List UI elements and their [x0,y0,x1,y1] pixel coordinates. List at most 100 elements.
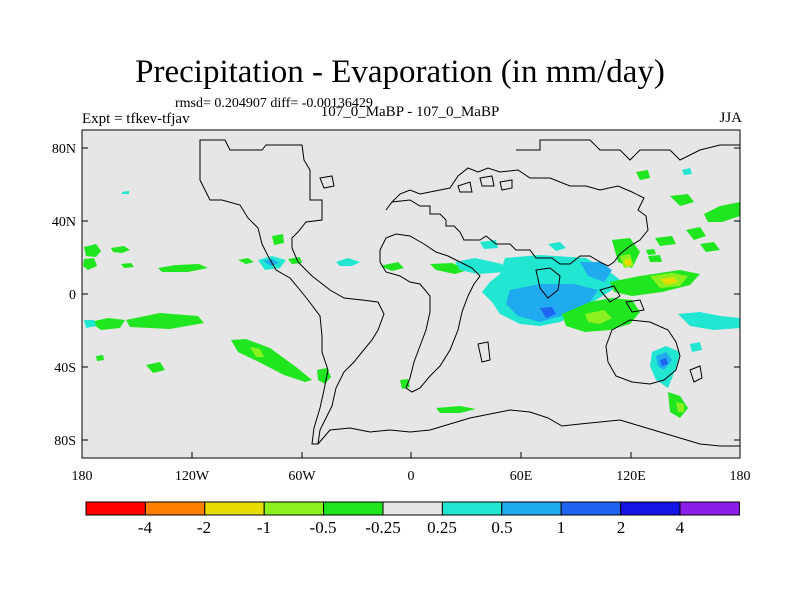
coastline-islands-ne [457,175,513,193]
contour-blob [158,264,208,272]
contour-blob [624,259,632,266]
contour-blob [272,234,284,245]
contour-blob [655,236,676,246]
contour-blob [146,362,165,373]
contour-blob [690,342,702,352]
x-tick-label: 180 [730,469,751,484]
contour-blob [96,355,104,361]
colorbar-box [263,501,325,516]
contour-blob [660,277,678,285]
season-label: JJA [719,110,742,126]
x-tick-labels: 180 120W 60W 0 60E 120E 180 [72,469,751,484]
coastline-eurasia [385,167,649,267]
contour-blob [686,227,706,240]
contour-blob [430,263,468,274]
colorbar-labels: -4 -2 -1 -0.5 -0.25 0.25 0.5 1 2 4 [138,518,685,537]
contour-blob [231,339,312,382]
y-tick-label: 0 [69,288,76,303]
colorbar-box [679,501,740,516]
colorbar-boxes [85,501,740,516]
colorbar-box [501,501,562,516]
colorbar-box [382,501,443,516]
colorbar-box [85,501,146,516]
chart-title: Precipitation - Evaporation (in mm/day) [135,54,665,90]
colorbar-label: -4 [138,518,153,537]
contour-blob [336,258,360,266]
contour-blob [400,379,410,389]
y-tick-label: 40S [54,361,76,376]
colorbar-label: 2 [617,518,626,537]
period-label: 107_0_MaBP - 107_0_MaBP [320,104,500,120]
y-tick-label: 80N [52,142,76,157]
contour-blob [636,170,650,180]
colorbar-box [560,501,622,516]
y-tick-labels: 80N 40N 0 40S 80S [52,142,76,449]
colorbar-label: -2 [197,518,211,537]
contour-blob [646,249,656,255]
x-tick-label: 60E [510,469,533,484]
y-tick-label: 40N [52,215,76,230]
experiment-label: Expt = tfkev-tfjav [82,111,190,127]
coastline-north-east [516,139,740,161]
field-contours [83,168,740,418]
contour-blob [648,255,662,262]
contour-blob [83,258,97,270]
contour-blob [548,242,566,251]
contour-blob [540,307,556,318]
coastline-australia [605,319,681,385]
contour-blob [436,406,476,413]
contour-blob [700,242,720,252]
contour-blob [90,318,125,330]
contour-blob [126,313,204,329]
contour-blob [250,347,264,357]
coastline-greenland [319,175,335,189]
map-panel: 180 120W 60W 0 60E 120E 180 80N 40N 0 40… [52,129,751,484]
x-tick-label: 120E [616,469,646,484]
contour-blob [704,202,740,222]
coastline-new-zealand [689,365,703,383]
contour-blob [122,191,129,194]
contour-blob [676,402,684,412]
colorbar-label: -0.25 [365,518,400,537]
colorbar-label: 0.25 [427,518,457,537]
x-tick-label: 0 [408,469,415,484]
x-tick-label: 60W [288,469,316,484]
contour-blob [263,259,279,266]
axis-ticks [81,147,741,458]
coastline-antarctica [317,409,740,447]
contour-blob [84,244,101,257]
colorbar-label: 0.5 [491,518,512,537]
colorbar-box [323,501,384,516]
stats-label: rmsd= 0.204907 diff= -0.00136429 [175,96,373,111]
x-tick-label: 180 [72,469,93,484]
coastline-madagascar [477,341,491,363]
contour-blob [238,258,254,264]
contour-blob [612,238,640,268]
contour-blob [682,168,692,175]
colorbar-box [204,501,265,516]
contour-blob [585,310,612,324]
coastline-islands-se [599,285,645,313]
continent-outlines [199,139,740,447]
colorbar-box [620,501,681,516]
contour-blob [660,358,668,366]
contour-blob [121,263,134,268]
colorbar-box [144,501,206,516]
contour-blob [455,258,505,274]
x-tick-label: 120W [175,469,210,484]
colorbar-label: 4 [676,518,685,537]
contour-blob [380,262,404,271]
coastline-americas [199,139,385,445]
coastline-africa [379,233,481,393]
contour-blob [84,320,96,328]
contour-blob [670,194,694,206]
contour-blob [678,312,740,330]
contour-blob [111,246,130,253]
colorbar-label: -0.5 [310,518,337,537]
colorbar-label: -1 [257,518,271,537]
colorbar-label: 1 [557,518,566,537]
contour-blob [506,284,598,322]
coastline-india [535,267,561,299]
colorbar: -4 -2 -1 -0.5 -0.25 0.25 0.5 1 2 4 [85,501,740,537]
